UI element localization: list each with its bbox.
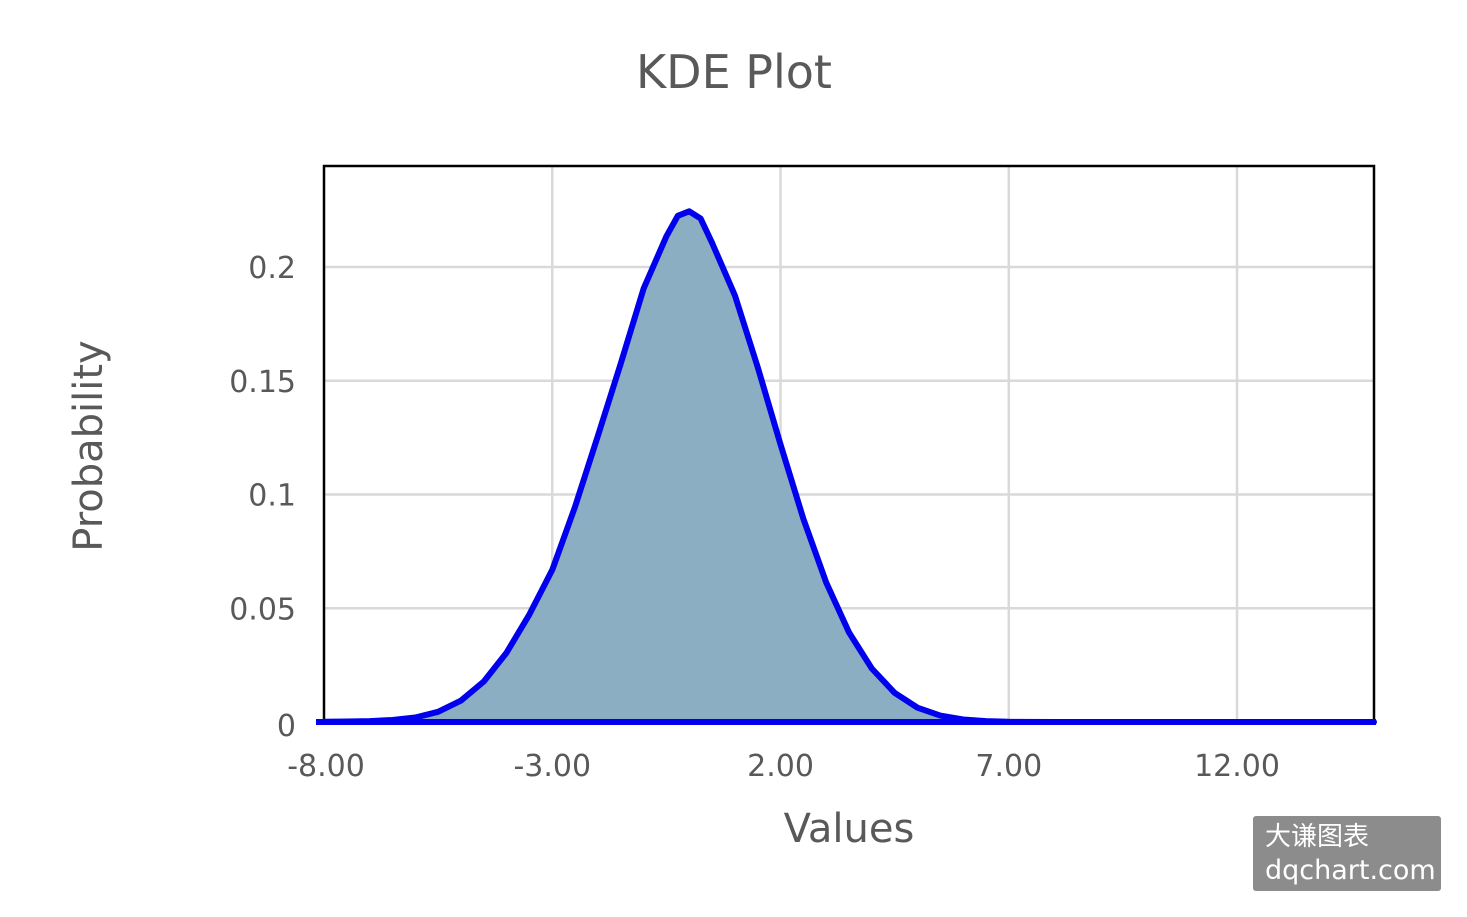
kde-area-layer: [324, 211, 1374, 723]
y-axis-title: Probability: [66, 340, 112, 551]
x-tick-label: -3.00: [513, 749, 591, 784]
x-axis-title: Values: [784, 806, 915, 852]
kde-line-layer: [321, 208, 1377, 725]
x-tick-label: 7.00: [975, 749, 1042, 784]
y-tick-label: 0.05: [229, 592, 296, 627]
watermark-line1: 大谦图表: [1265, 822, 1370, 852]
y-tick-label: 0.2: [248, 251, 296, 286]
watermark-badge: 大谦图表 dqchart.com: [1253, 816, 1441, 891]
watermark-line2: dqchart.com: [1265, 855, 1436, 886]
chart-title: KDE Plot: [636, 45, 832, 99]
x-tick-label: -8.00: [287, 749, 365, 784]
x-tick-labels: -8.00 -3.00 2.00 7.00 12.00: [287, 749, 1280, 784]
y-tick-label: 0.15: [229, 365, 296, 400]
y-tick-label: 0.1: [248, 479, 296, 514]
grid-lines: [324, 166, 1374, 722]
kde-area: [324, 211, 1374, 723]
kde-line: [321, 208, 1377, 725]
y-tick-label: 0: [277, 709, 296, 744]
y-tick-labels: 0 0.05 0.1 0.15 0.2: [229, 251, 296, 744]
x-tick-label: 2.00: [747, 749, 814, 784]
x-tick-label: 12.00: [1194, 749, 1280, 784]
